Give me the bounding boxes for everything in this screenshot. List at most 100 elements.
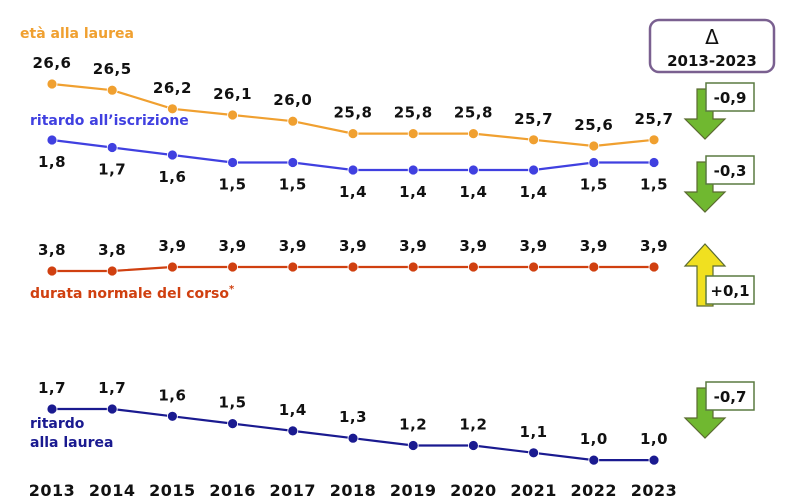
series-name: durata normale del corso* bbox=[30, 284, 235, 302]
data-label: 1,4 bbox=[339, 183, 367, 201]
data-point bbox=[467, 440, 479, 451]
data-label: 3,8 bbox=[98, 241, 126, 259]
data-label: 3,9 bbox=[399, 237, 427, 255]
data-label: 1,4 bbox=[279, 401, 307, 419]
data-label: 1,5 bbox=[279, 176, 307, 194]
delta-box bbox=[705, 155, 755, 185]
data-point bbox=[106, 403, 118, 415]
delta-header: Δ 2013-2023 bbox=[648, 18, 776, 74]
data-point bbox=[46, 78, 58, 90]
series-layer: 26,6 26,5 26,2 26,1 26,0 25,8 25,8 25,8 25,7 25,6… bbox=[20, 26, 673, 466]
data-label: 26,5 bbox=[93, 60, 132, 78]
data-point bbox=[347, 164, 359, 176]
data-point bbox=[648, 134, 660, 146]
data-point bbox=[347, 261, 359, 273]
x-tick-label: 2021 bbox=[510, 481, 557, 500]
data-label: 3,9 bbox=[640, 237, 668, 255]
delta-box bbox=[705, 82, 755, 112]
data-label: 1,3 bbox=[339, 408, 367, 426]
series-durata: 3,8 3,8 3,9 3,9 3,9 3,9 3,9 3,9 3,9 3,9 3,9 durata … bbox=[30, 237, 668, 302]
series-name: ritardo bbox=[30, 416, 85, 432]
delta-box bbox=[705, 275, 755, 305]
data-label: 3,9 bbox=[459, 237, 487, 255]
data-point bbox=[46, 265, 58, 277]
x-tick-label: 2016 bbox=[209, 481, 256, 500]
x-tick-label: 2017 bbox=[270, 481, 317, 500]
data-label: 1,4 bbox=[459, 183, 487, 201]
x-tick-label: 2022 bbox=[571, 481, 618, 500]
delta-box bbox=[705, 381, 755, 411]
data-point bbox=[467, 164, 479, 176]
data-point bbox=[227, 418, 239, 430]
data-point bbox=[588, 454, 600, 466]
data-label: 3,9 bbox=[279, 237, 307, 255]
data-label: 26,6 bbox=[32, 54, 71, 72]
delta-value: -0,9 bbox=[714, 89, 747, 107]
data-point bbox=[227, 109, 239, 121]
data-label: 1,7 bbox=[38, 379, 66, 397]
series-ritardo-iscrizione: 1,8 1,7 1,6 1,5 1,5 1,4 1,4 1,4 1,4 1,5 1,5 ritardo… bbox=[30, 113, 668, 201]
data-point bbox=[106, 142, 118, 153]
x-tick-label: 2023 bbox=[631, 481, 678, 500]
footnote-mark: * bbox=[229, 284, 235, 295]
series-name: alla laurea bbox=[30, 435, 113, 451]
series-ritardo-laurea: 1,7 1,7 1,6 1,5 1,4 1,3 1,2 1,2 1,1 1,0 1,0 ritardo… bbox=[30, 379, 668, 466]
x-tick-label: 2013 bbox=[29, 481, 76, 500]
data-label: 25,7 bbox=[514, 110, 553, 128]
data-label: 1,7 bbox=[98, 161, 126, 179]
data-point bbox=[528, 134, 539, 146]
series-name: età alla laurea bbox=[20, 26, 134, 42]
data-point bbox=[287, 115, 299, 127]
series-eta: 26,6 26,5 26,2 26,1 26,0 25,8 25,8 25,8 25,7 25,6… bbox=[20, 26, 673, 152]
data-point bbox=[166, 410, 178, 422]
data-label: 1,2 bbox=[459, 416, 487, 434]
delta-eta: -0,9 bbox=[683, 82, 755, 140]
data-point bbox=[106, 84, 118, 96]
data-label: 26,0 bbox=[273, 91, 312, 109]
data-point bbox=[166, 261, 178, 273]
data-label: 1,4 bbox=[399, 183, 427, 201]
data-label: 1,2 bbox=[399, 416, 427, 434]
data-label: 1,5 bbox=[219, 176, 247, 194]
delta-value: +0,1 bbox=[710, 282, 749, 300]
x-tick-label: 2018 bbox=[330, 481, 377, 500]
delta-value: -0,7 bbox=[714, 388, 747, 406]
data-point bbox=[528, 261, 539, 273]
data-label: 1,1 bbox=[520, 423, 548, 441]
data-label: 3,9 bbox=[158, 237, 186, 255]
data-point bbox=[407, 128, 419, 140]
data-point bbox=[166, 103, 178, 115]
data-point bbox=[588, 157, 600, 168]
delta-panel: Δ 2013-2023 -0,9 -0,3 +0,1 -0,7 bbox=[648, 18, 776, 439]
data-point bbox=[287, 157, 299, 168]
delta-header-box bbox=[648, 18, 776, 74]
data-label: 3,9 bbox=[339, 237, 367, 255]
delta-ritardo-laurea: -0,7 bbox=[683, 381, 755, 439]
x-tick-label: 2014 bbox=[89, 481, 136, 500]
data-point bbox=[46, 134, 58, 146]
data-point bbox=[46, 403, 58, 415]
data-label: 3,9 bbox=[219, 237, 247, 255]
data-label: 3,9 bbox=[580, 237, 608, 255]
data-point bbox=[588, 140, 600, 152]
data-label: 1,6 bbox=[158, 168, 186, 186]
data-point bbox=[407, 261, 419, 273]
data-label: 25,8 bbox=[333, 104, 372, 122]
delta-ritardo-iscrizione: -0,3 bbox=[683, 155, 755, 213]
data-point bbox=[648, 454, 660, 466]
data-label: 1,5 bbox=[580, 176, 608, 194]
data-label: 26,2 bbox=[153, 79, 192, 97]
x-tick-label: 2020 bbox=[450, 481, 497, 500]
data-point bbox=[528, 447, 539, 459]
data-point bbox=[648, 157, 660, 168]
data-label: 1,5 bbox=[640, 176, 668, 194]
arrow-up-icon bbox=[683, 243, 727, 307]
data-point bbox=[407, 440, 419, 451]
data-label: 1,6 bbox=[158, 386, 186, 404]
data-point bbox=[287, 425, 299, 437]
data-label: 3,9 bbox=[520, 237, 548, 255]
data-label: 25,8 bbox=[394, 104, 433, 122]
data-label: 1,7 bbox=[98, 379, 126, 397]
data-point bbox=[467, 261, 479, 273]
